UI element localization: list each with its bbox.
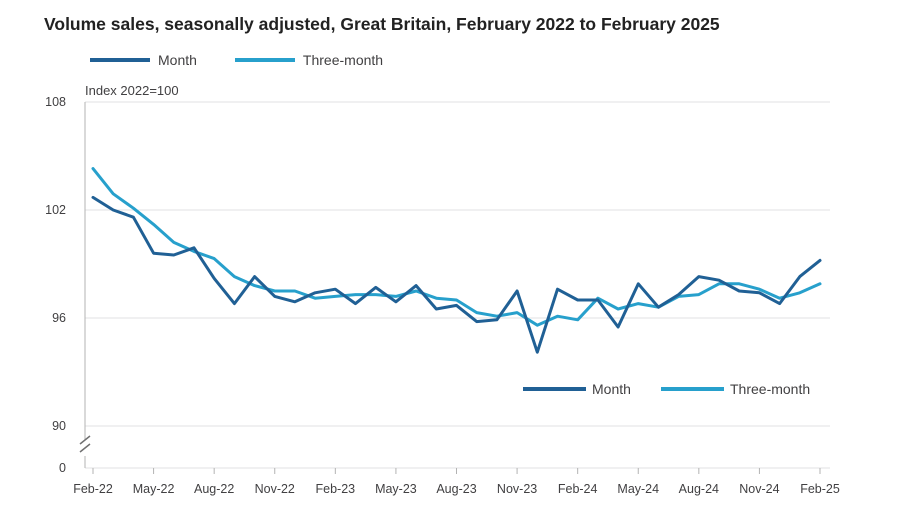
gridlines (85, 101, 830, 469)
y-axis-ticks: 90 96 102 108 0 (45, 95, 66, 475)
x-tick-label-May-22: May-22 (133, 482, 175, 496)
series-line-three-month (91, 167, 822, 327)
y-tick-label-zero: 0 (59, 461, 66, 475)
inner-legend: Month Three-month (523, 381, 810, 397)
inner-legend-label-three-month: Three-month (730, 381, 810, 397)
x-tick-label-Feb-22: Feb-22 (73, 482, 113, 496)
legend-item-month: Month (90, 52, 197, 68)
x-tick-label-Nov-22: Nov-22 (255, 482, 295, 496)
y-tick-label-90: 90 (52, 419, 66, 433)
x-tick-label-Aug-23: Aug-23 (436, 482, 476, 496)
top-legend: Month Three-month (90, 52, 421, 68)
y-tick-label-102: 102 (45, 203, 66, 217)
x-axis-ticks: Feb-22 May-22 Aug-22 Nov-22 Feb-23 May-23 Aug-… (73, 468, 840, 496)
x-tick-label-Feb-23: Feb-23 (316, 482, 356, 496)
x-tick-label-Feb-24: Feb-24 (558, 482, 598, 496)
legend-item-three-month: Three-month (234, 52, 384, 68)
axis-break-marker (79, 435, 91, 453)
y-tick-label-108: 108 (45, 95, 66, 109)
y-tick-label-96: 96 (52, 311, 66, 325)
x-tick-label-Aug-22: Aug-22 (194, 482, 234, 496)
legend-swatch-three-month (234, 58, 295, 62)
series-lines (91, 167, 822, 354)
legend-swatch-month (90, 58, 150, 62)
x-tick-label-Aug-24: Aug-24 (679, 482, 719, 496)
y-axis-unit-label: Index 2022=100 (85, 83, 179, 98)
legend-label-month: Month (158, 52, 197, 68)
x-tick-label-May-24: May-24 (617, 482, 659, 496)
x-tick-label-Nov-24: Nov-24 (739, 482, 779, 496)
x-tick-label-Feb-25: Feb-25 (800, 482, 840, 496)
x-tick-label-May-23: May-23 (375, 482, 417, 496)
x-tick-label-Nov-23: Nov-23 (497, 482, 537, 496)
legend-label-three-month: Three-month (302, 52, 384, 68)
axes (79, 102, 91, 468)
series-line-month (91, 195, 822, 354)
inner-legend-label-month: Month (592, 381, 631, 397)
chart-title: Volume sales, seasonally adjusted, Great… (44, 14, 720, 34)
